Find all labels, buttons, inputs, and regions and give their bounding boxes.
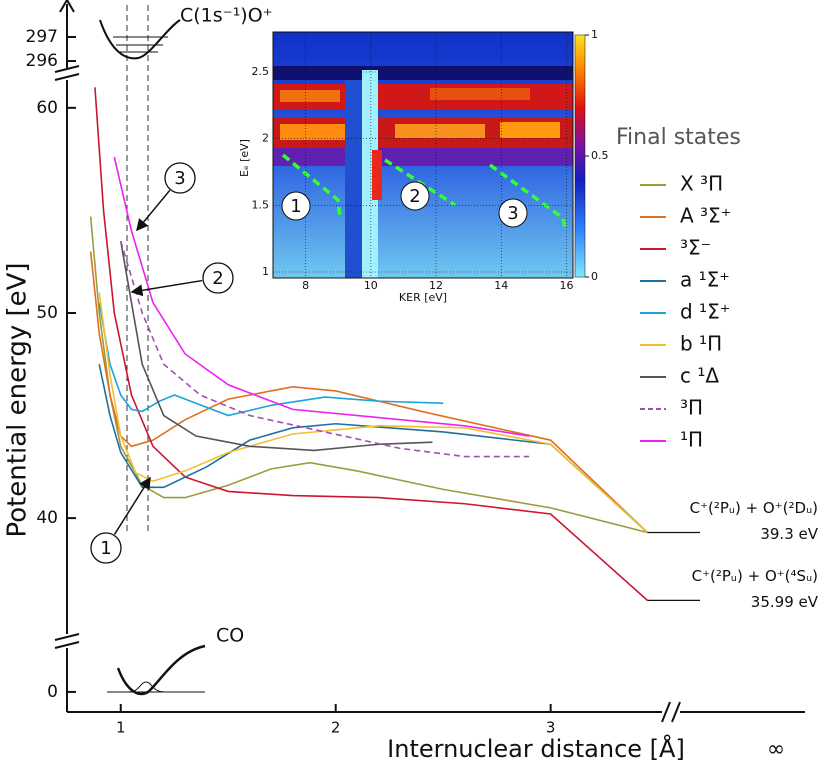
series-line: [89, 251, 648, 534]
state-label: CO: [216, 625, 244, 647]
legend-label: d ¹Σ⁺: [680, 300, 730, 324]
colorbar-tick-label: 0: [591, 270, 598, 283]
potential-well: [99, 19, 206, 696]
inset-y-tick-label: 1.5: [252, 198, 270, 211]
marker-label: 3: [507, 203, 518, 224]
y-tick-label: 0: [47, 682, 58, 702]
inset-x-tick-label: 14: [494, 279, 508, 292]
inset-x-tick-label: 16: [559, 279, 573, 292]
y-axis-title: Potential energy [eV]: [3, 262, 33, 537]
legend-label: ³Π: [680, 396, 703, 420]
marker-label: 3: [174, 168, 185, 189]
marker-label: 2: [212, 268, 223, 289]
x-tick-label: 3: [546, 719, 556, 737]
legend-label: ³Σ⁻: [680, 236, 711, 260]
inset-x-tick-label: 12: [429, 279, 443, 292]
series-line: [98, 364, 648, 534]
inset-y-tick-label: 2: [262, 132, 269, 145]
x-tick-label: 1: [116, 719, 126, 737]
asymptote-label: C⁺(²Pᵤ) + O⁺(⁴Sᵤ): [692, 567, 818, 585]
asymptote-value: 39.3 eV: [760, 525, 818, 543]
marker-arrow: [130, 279, 203, 297]
marker-circle: [498, 198, 528, 228]
series-line: [113, 156, 530, 437]
marker-circle: [164, 162, 196, 194]
x-tick-label: 2: [331, 719, 341, 737]
series-line: [94, 87, 648, 601]
series-line: [119, 240, 530, 458]
series-line: [98, 302, 444, 417]
inset-y-title: Eₑ [eV]: [238, 139, 251, 177]
marker-label: 1: [290, 196, 301, 217]
inset-y-tick-label: 1: [262, 265, 269, 278]
y-tick-label: 40: [36, 508, 58, 528]
marker-circle: [202, 262, 234, 294]
legend-title: Final states: [616, 125, 741, 150]
marker-circle: [281, 191, 311, 221]
colorbar-tick-label: 0.5: [591, 149, 609, 162]
asymptote-value: 35.99 eV: [751, 593, 819, 611]
legend-label: ¹Π: [680, 428, 703, 452]
y-tick-label: 60: [36, 98, 58, 118]
series-line: [119, 241, 433, 452]
axes: [54, 0, 805, 723]
marker-arrow: [113, 476, 151, 535]
marker-circle: [90, 532, 122, 564]
y-tick-label: 50: [36, 303, 58, 323]
legend-label: b ¹Π: [680, 332, 722, 356]
series-line: [98, 292, 648, 534]
legend-label: c ¹Δ: [680, 364, 719, 388]
inset-x-title: KER [eV]: [399, 291, 447, 304]
y-tick-label: 297: [26, 27, 58, 47]
legend-label: X ³Π: [680, 172, 723, 196]
marker-circle: [400, 181, 430, 211]
marker-label: 1: [100, 538, 111, 559]
colorbar-tick-label: 1: [591, 28, 598, 41]
x-tick-label: ∞: [767, 737, 785, 762]
state-label: C(1s⁻¹)O⁺: [180, 5, 273, 27]
legend-label: a ¹Σ⁺: [680, 268, 730, 292]
legend-label: A ³Σ⁺: [680, 204, 731, 228]
x-axis-title: Internuclear distance [Å]: [387, 734, 685, 762]
marker-label: 2: [409, 186, 420, 207]
y-tick-label: 296: [26, 51, 58, 71]
inset-heatmap: [272, 31, 586, 279]
inset-x-tick-label: 8: [302, 279, 309, 292]
inset-x-tick-label: 10: [364, 279, 378, 292]
inset-y-tick-label: 2.5: [252, 65, 270, 78]
marker-arrow: [136, 189, 171, 232]
asymptote-label: C⁺(²Pᵤ) + O⁺(²Dᵤ): [690, 499, 818, 517]
